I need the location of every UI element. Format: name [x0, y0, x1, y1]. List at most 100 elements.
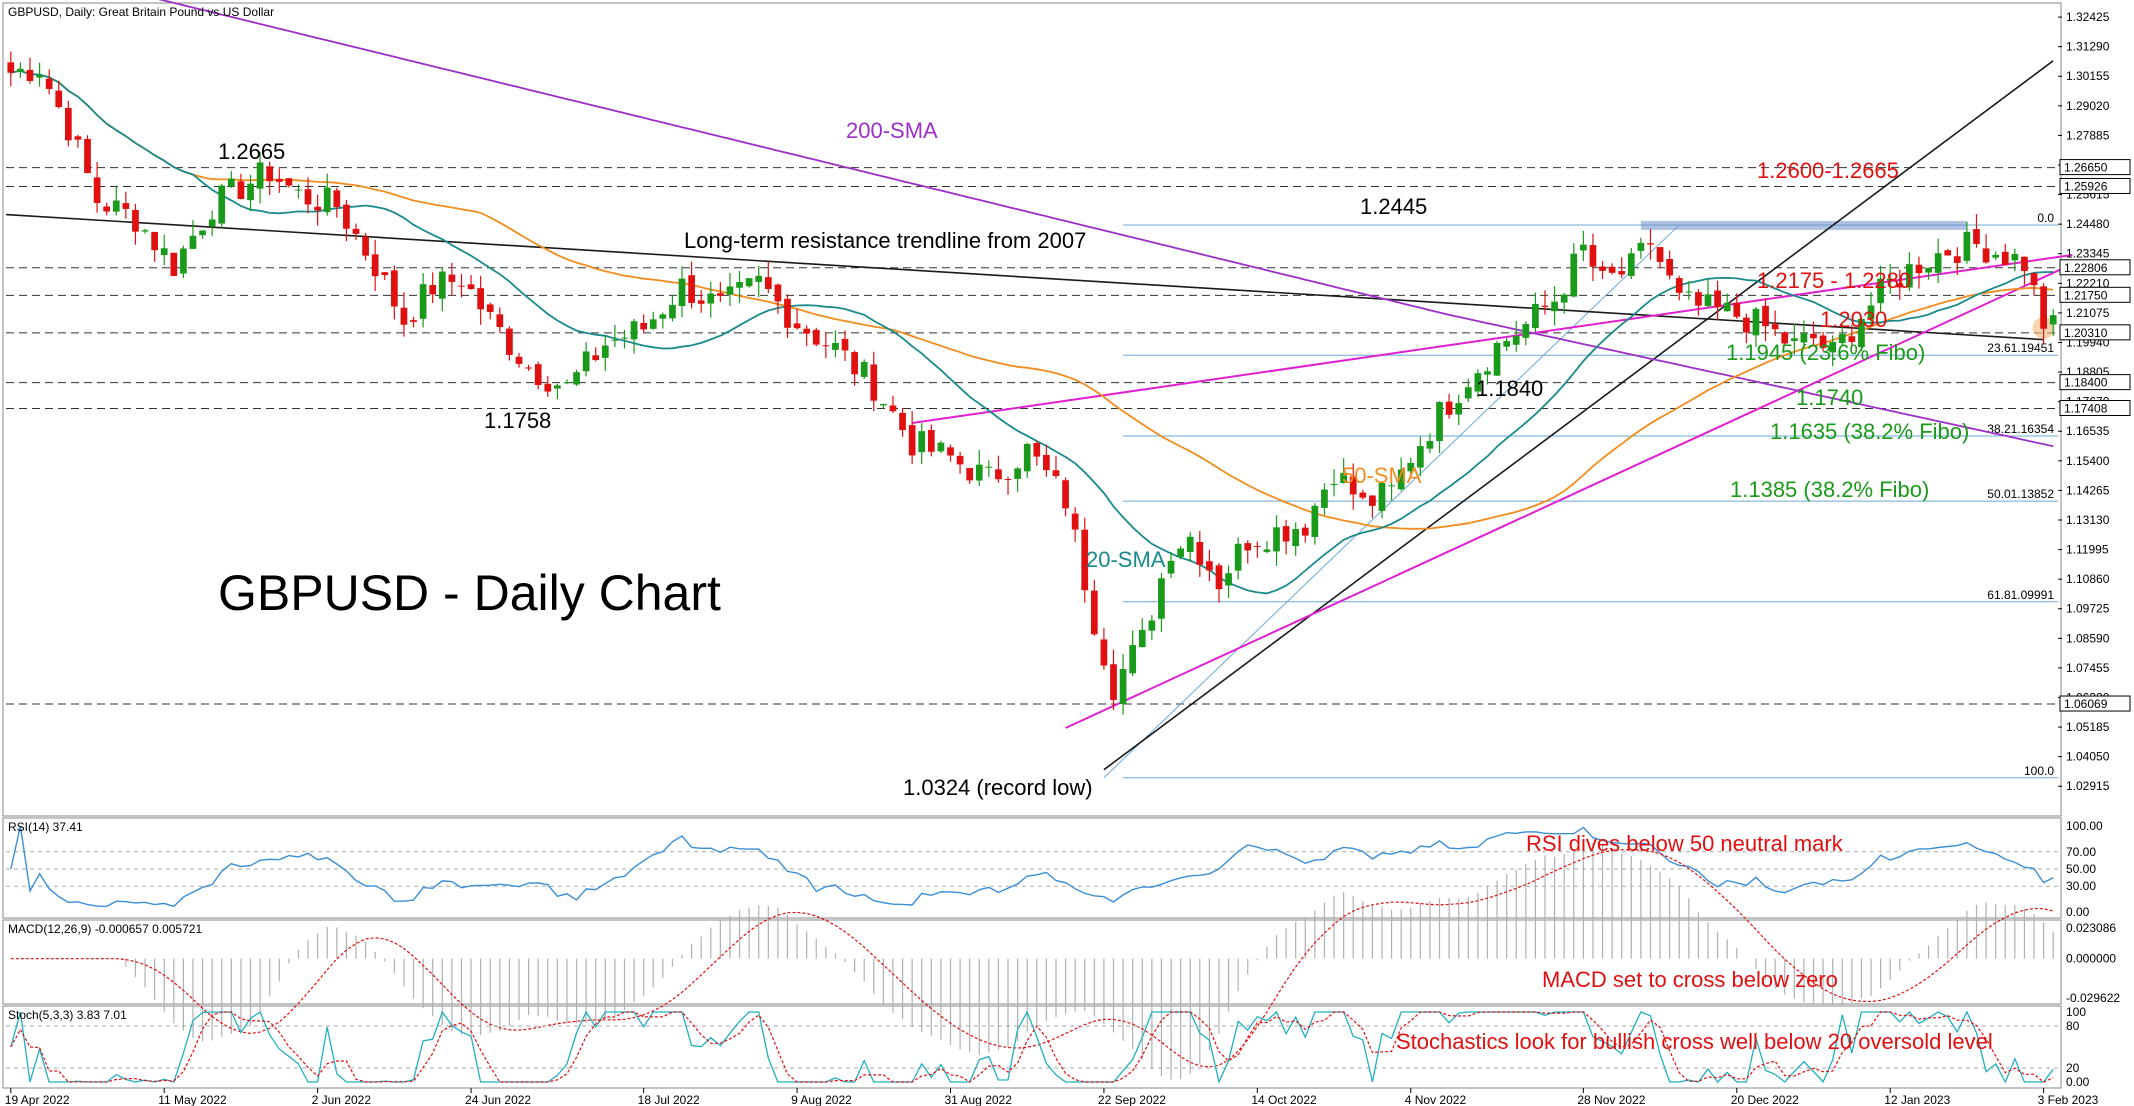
candle-body-85 [822, 345, 830, 347]
candle-body-152 [1464, 387, 1472, 399]
candle-body-25 [247, 183, 254, 201]
rsi-tick-3: 30.00 [2066, 879, 2096, 893]
candle-body-126 [1215, 565, 1223, 590]
candle-body-49 [477, 288, 485, 310]
candle-body-211 [2030, 273, 2038, 286]
candle-body-76 [736, 281, 743, 288]
fibo-label-2: 38.21.16354 [1987, 422, 2054, 436]
candle-body-141 [1359, 492, 1367, 498]
candle-body-9 [93, 177, 101, 203]
candle-body-60 [582, 351, 590, 372]
price-tag-box-0 [2059, 159, 2131, 176]
candle-body-150 [1445, 401, 1453, 415]
price-tag-3: 1.21750 [2064, 288, 2108, 302]
candle-body-83 [803, 328, 811, 334]
price-tag-7: 1.06069 [2064, 697, 2108, 711]
candle-body-62 [601, 345, 609, 358]
candle-body-107 [1033, 443, 1041, 457]
candle-body-120 [1158, 578, 1165, 619]
candle-body-92 [889, 405, 897, 412]
x-tick-label-6: 31 Aug 2022 [944, 1093, 1012, 1106]
y-tick-label-26: 1.02915 [2066, 779, 2110, 793]
candle-body-50 [486, 304, 494, 312]
macd-tick-0: 0.023086 [2066, 921, 2116, 935]
candle-body-158 [1522, 324, 1530, 338]
candle-body-79 [764, 277, 772, 289]
candle-body-168 [1618, 271, 1626, 275]
candle-body-75 [726, 286, 734, 295]
macd-annotation: MACD set to cross below zero [1542, 967, 1838, 992]
candle-body-160 [1541, 305, 1549, 308]
stoch-main-line [10, 1010, 2054, 1085]
y-tick-label-1: 1.31290 [2066, 40, 2110, 54]
candle-body-38 [371, 254, 379, 277]
candle-body-31 [304, 189, 312, 205]
candle-body-202 [1944, 250, 1952, 256]
price-tag-box-7 [2059, 695, 2131, 712]
candle-body-13 [132, 209, 139, 232]
candle-body-89 [860, 361, 868, 377]
candle-body-96 [927, 429, 935, 452]
candle-body-140 [1349, 476, 1357, 495]
candle-body-87 [841, 338, 849, 351]
fibonacci-levels: 0.0 23.61.19451 38.21.16354 50.01.13852 61.8… [1103, 211, 2058, 779]
candle-body-93 [899, 412, 906, 431]
candle-body-144 [1388, 485, 1395, 487]
candle-body-105 [1014, 468, 1021, 479]
x-tick-label-9: 4 Nov 2022 [1405, 1093, 1467, 1106]
candle-body-132 [1273, 527, 1280, 552]
candle-body-210 [2021, 256, 2028, 272]
candle-body-135 [1301, 527, 1309, 536]
stoch-signal-line [10, 1011, 2054, 1083]
candle-body-80 [774, 284, 782, 302]
candle-body-163 [1570, 253, 1578, 297]
annotation-low-jul: 1.1758 [484, 408, 551, 433]
price-tag-box-2 [2059, 259, 2131, 276]
candle-body-133 [1282, 526, 1290, 542]
candle-body-176 [1695, 292, 1702, 306]
candle-body-39 [381, 272, 389, 276]
price-tag-2: 1.22806 [2064, 261, 2108, 275]
y-tick-label-25: 1.04050 [2066, 750, 2110, 764]
candle-body-6 [64, 107, 72, 141]
candle-body-164 [1579, 244, 1587, 251]
candle-body-19 [189, 235, 197, 249]
candle-body-116 [1119, 669, 1127, 705]
candle-body-189 [1819, 335, 1827, 348]
y-tick-label-22: 1.07455 [2066, 661, 2110, 675]
candle-body-136 [1311, 505, 1319, 537]
candle-body-54 [525, 367, 532, 369]
candle-body-88 [851, 352, 858, 375]
candle-body-148 [1426, 441, 1434, 449]
candle-body-169 [1627, 253, 1635, 276]
resistance-trendline [5, 213, 2044, 341]
candle-body-172 [1656, 247, 1664, 262]
candle-body-100 [966, 467, 974, 481]
candle-body-166 [1599, 266, 1606, 271]
candle-body-86 [832, 342, 839, 350]
price-tag-4: 1.20310 [2064, 326, 2108, 340]
price-tag-box-1 [2059, 177, 2131, 194]
candle-body-52 [506, 328, 513, 355]
candle-body-134 [1292, 529, 1300, 547]
candle-body-139 [1340, 472, 1347, 484]
candle-body-129 [1244, 543, 1252, 551]
candle-body-156 [1503, 341, 1511, 347]
candle-body-11 [112, 200, 120, 212]
resistance-zone-box [1640, 220, 1967, 230]
price-tag-6: 1.17408 [2064, 401, 2108, 415]
candle-body-72 [697, 300, 705, 304]
candle-body-203 [1953, 256, 1961, 263]
candle-body-112 [1081, 529, 1089, 591]
candle-body-124 [1196, 541, 1204, 565]
candle-body-48 [467, 284, 475, 290]
candle-body-99 [956, 455, 964, 465]
annotation-20-sma: 20-SMA [1086, 547, 1166, 572]
candle-body-146 [1407, 462, 1415, 472]
x-tick-label-7: 22 Sep 2022 [1098, 1093, 1166, 1106]
rsi-tick-1: 70.00 [2066, 845, 2096, 859]
candle-body-171 [1647, 243, 1654, 245]
candle-body-4 [45, 78, 53, 90]
annotation-fibo-50: 1.1385 (38.2% Fibo) [1730, 477, 1929, 502]
